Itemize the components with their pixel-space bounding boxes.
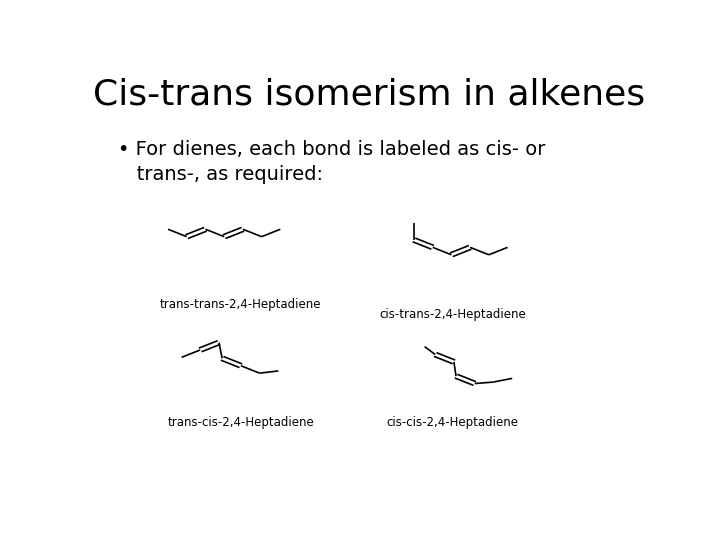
Text: cis-cis-2,4-Heptadiene: cis-cis-2,4-Heptadiene	[387, 416, 518, 429]
Text: trans-cis-2,4-Heptadiene: trans-cis-2,4-Heptadiene	[167, 416, 314, 429]
Text: trans-trans-2,4-Heptadiene: trans-trans-2,4-Heptadiene	[160, 298, 321, 310]
Text: trans-, as required:: trans-, as required:	[118, 165, 323, 184]
Text: cis-trans-2,4-Heptadiene: cis-trans-2,4-Heptadiene	[379, 308, 526, 321]
Text: • For dienes, each bond is labeled as cis- or: • For dienes, each bond is labeled as ci…	[118, 140, 545, 159]
Text: Cis-trans isomerism in alkenes: Cis-trans isomerism in alkenes	[93, 77, 645, 111]
